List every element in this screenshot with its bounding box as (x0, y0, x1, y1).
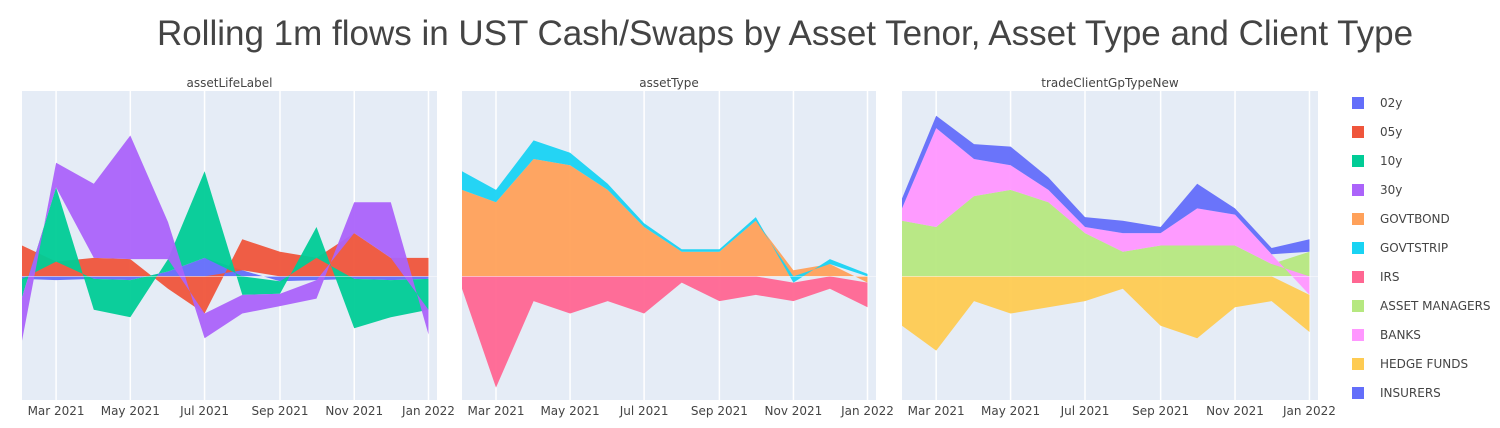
legend-swatch (1352, 155, 1364, 167)
legend-label: GOVTSTRIP (1380, 241, 1449, 255)
legend-label: INSURERS (1380, 386, 1441, 400)
chart-main-title: Rolling 1m flows in UST Cash/Swaps by As… (156, 14, 1414, 53)
legend-swatch (1352, 184, 1364, 196)
x-tick-label: Jul 2021 (179, 404, 229, 418)
x-tick-label: May 2021 (101, 404, 160, 418)
legend-swatch (1352, 213, 1364, 225)
legend-swatch (1352, 387, 1364, 399)
area-30y (22, 135, 429, 341)
x-tick-label: Jan 2022 (1282, 404, 1336, 418)
x-tick-label: Nov 2021 (1206, 404, 1264, 418)
x-tick-label: May 2021 (981, 404, 1040, 418)
legend-label: 10y (1380, 154, 1403, 168)
subplot-title: assetLifeLabel (187, 76, 273, 90)
legend-label: GOVTBOND (1380, 212, 1450, 226)
x-tick-label: May 2021 (540, 404, 599, 418)
x-tick-label: Jan 2022 (840, 404, 894, 418)
area-irs (462, 276, 868, 388)
legend-label: 05y (1380, 125, 1403, 139)
area-10y (22, 171, 429, 329)
area-hedge-funds (902, 276, 1310, 351)
legend-swatch (1352, 97, 1364, 109)
legend-label: ASSET MANAGERS (1380, 299, 1491, 313)
legend-swatch (1352, 126, 1364, 138)
x-tick-label: Mar 2021 (28, 404, 85, 418)
x-tick-label: Mar 2021 (908, 404, 965, 418)
subplot-title: tradeClientGpTypeNew (1041, 76, 1179, 90)
x-tick-label: Sep 2021 (691, 404, 748, 418)
legend-label: 30y (1380, 183, 1403, 197)
area-banks (902, 128, 1310, 295)
area-govtbond (462, 159, 868, 283)
area-asset-managers (902, 189, 1310, 277)
subplot-title: assetType (639, 76, 699, 90)
x-tick-label: Nov 2021 (765, 404, 823, 418)
legend-label: HEDGE FUNDS (1380, 357, 1469, 371)
x-tick-label: Nov 2021 (325, 404, 383, 418)
legend-swatch (1352, 300, 1364, 312)
x-tick-label: Sep 2021 (252, 404, 309, 418)
x-tick-label: Mar 2021 (467, 404, 524, 418)
legend-swatch (1352, 242, 1364, 254)
legend-label: BANKS (1380, 328, 1421, 342)
area-insurers (902, 115, 1310, 255)
area-02y (22, 257, 429, 282)
legend-label: IRS (1380, 270, 1400, 284)
legend-swatch (1352, 271, 1364, 283)
x-tick-label: Jul 2021 (1060, 404, 1110, 418)
legend-swatch (1352, 358, 1364, 370)
x-tick-label: Sep 2021 (1132, 404, 1189, 418)
x-tick-label: Jan 2022 (401, 404, 455, 418)
legend-label: 02y (1380, 96, 1403, 110)
area-05y (22, 233, 429, 314)
legend-swatch (1352, 329, 1364, 341)
x-tick-label: Jul 2021 (619, 404, 669, 418)
